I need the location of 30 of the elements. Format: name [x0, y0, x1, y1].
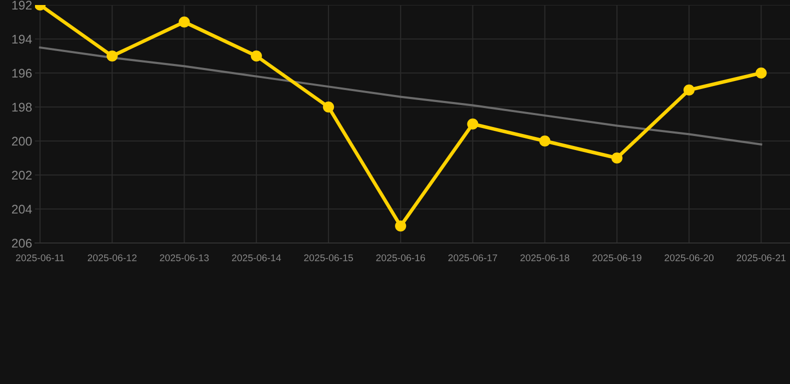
x-tick-label: 2025-06-13 [160, 254, 209, 262]
x-tick-label: 2025-06-14 [232, 254, 281, 262]
point [539, 135, 550, 147]
y-tick-label: 202 [12, 170, 32, 180]
x-tick-label: 2025-06-20 [664, 254, 714, 262]
x-tick-label: 2025-06-19 [592, 254, 642, 262]
y-tick-label: 196 [12, 68, 32, 78]
point [611, 152, 622, 164]
y-tick-label: 198 [12, 102, 32, 112]
y-tick-label: 206 [12, 238, 32, 248]
line-series [39, 46, 762, 146]
x-tick-label: 2025-06-12 [88, 254, 137, 262]
y-tick-label: 204 [12, 204, 32, 214]
point [178, 16, 190, 28]
y-tick-label: 200 [12, 136, 32, 146]
x-tick-label: 2025-06-18 [520, 254, 570, 262]
point [250, 50, 262, 62]
x-tick-label: 2025-06-15 [304, 254, 353, 262]
x-tick-label: 2025-06-16 [376, 254, 426, 262]
x-tick-label: 2025-06-11 [16, 254, 64, 262]
point [395, 220, 406, 232]
point [756, 67, 767, 79]
point [106, 50, 118, 62]
y-tick-label: 192 [12, 0, 32, 10]
point [683, 84, 695, 96]
point [467, 118, 478, 130]
x-tick-label: 2025-06-17 [448, 254, 498, 262]
x-tick-label: 2025-06-21 [736, 254, 786, 262]
y-tick-label: 194 [12, 34, 32, 44]
point [322, 101, 334, 113]
